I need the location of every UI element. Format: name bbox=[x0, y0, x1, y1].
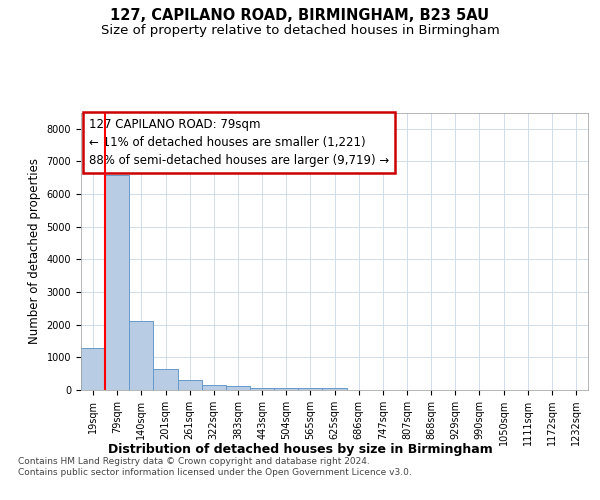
Bar bbox=[178, 380, 202, 390]
Bar bbox=[250, 388, 274, 390]
Bar bbox=[226, 386, 250, 390]
Bar bbox=[298, 388, 322, 390]
Bar bbox=[322, 388, 347, 390]
Text: 127 CAPILANO ROAD: 79sqm
← 11% of detached houses are smaller (1,221)
88% of sem: 127 CAPILANO ROAD: 79sqm ← 11% of detach… bbox=[89, 118, 389, 167]
Bar bbox=[105, 174, 129, 390]
Y-axis label: Number of detached properties: Number of detached properties bbox=[28, 158, 41, 344]
Text: Contains HM Land Registry data © Crown copyright and database right 2024.
Contai: Contains HM Land Registry data © Crown c… bbox=[18, 458, 412, 477]
Text: Size of property relative to detached houses in Birmingham: Size of property relative to detached ho… bbox=[101, 24, 499, 37]
Bar bbox=[274, 388, 298, 390]
Bar bbox=[202, 385, 226, 390]
Bar bbox=[81, 348, 105, 390]
Text: 127, CAPILANO ROAD, BIRMINGHAM, B23 5AU: 127, CAPILANO ROAD, BIRMINGHAM, B23 5AU bbox=[110, 8, 490, 22]
Bar bbox=[129, 322, 154, 390]
Text: Distribution of detached houses by size in Birmingham: Distribution of detached houses by size … bbox=[107, 442, 493, 456]
Bar bbox=[154, 369, 178, 390]
